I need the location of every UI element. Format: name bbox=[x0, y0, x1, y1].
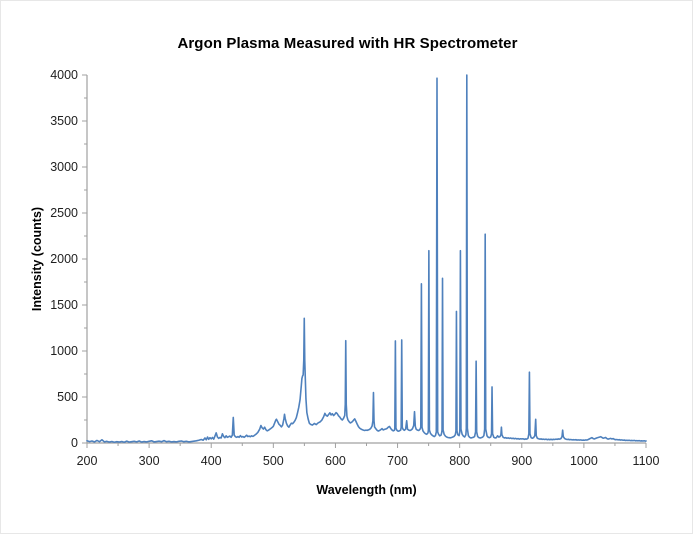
y-tick-label: 3000 bbox=[50, 160, 78, 174]
x-tick-label: 800 bbox=[449, 454, 470, 468]
y-axis: 0 500 1000 1500 2000 2500 3000 3500 4000 bbox=[50, 68, 87, 450]
y-tick-label: 1500 bbox=[50, 298, 78, 312]
x-tick-label: 1100 bbox=[633, 454, 660, 468]
y-tick-label: 4000 bbox=[50, 68, 78, 82]
x-tick-label: 300 bbox=[139, 454, 160, 468]
x-tick-label: 700 bbox=[387, 454, 408, 468]
chart-title: Argon Plasma Measured with HR Spectromet… bbox=[177, 35, 518, 52]
x-tick-label: 900 bbox=[511, 454, 532, 468]
y-tick-label: 500 bbox=[57, 390, 78, 404]
x-axis-title: Wavelength (nm) bbox=[316, 483, 417, 497]
y-tick-label: 1000 bbox=[50, 344, 78, 358]
x-tick-label: 1000 bbox=[570, 454, 598, 468]
x-tick-label: 500 bbox=[263, 454, 284, 468]
x-tick-label: 200 bbox=[77, 454, 98, 468]
y-tick-label: 2500 bbox=[50, 206, 78, 220]
y-tick-label: 2000 bbox=[50, 252, 78, 266]
spectrum-line bbox=[86, 74, 647, 444]
y-tick-label: 0 bbox=[71, 436, 78, 450]
y-tick-label: 3500 bbox=[50, 114, 78, 128]
x-axis: 200 300 400 500 600 700 800 900 1000 1100 bbox=[77, 443, 660, 468]
x-tick-label: 400 bbox=[201, 454, 222, 468]
x-tick-label: 600 bbox=[325, 454, 346, 468]
